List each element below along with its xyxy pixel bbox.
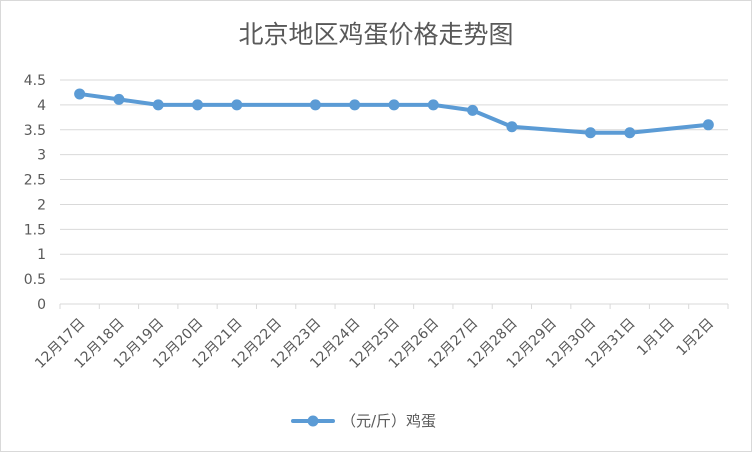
data-point (349, 99, 361, 111)
series-line (77, 91, 711, 135)
legend: （元/斤）鸡蛋 (291, 412, 436, 430)
y-tick-label: 4.5 (24, 73, 46, 89)
y-tick-label: 2 (37, 197, 46, 213)
data-point (152, 99, 164, 111)
legend-label: （元/斤）鸡蛋 (341, 412, 436, 430)
chart-title: 北京地区鸡蛋价格走势图 (238, 20, 513, 49)
y-tick-label: 2.5 (24, 173, 46, 189)
y-tick-label: 0.5 (24, 272, 46, 288)
y-tick-label: 1.5 (24, 222, 46, 238)
y-tick-label: 0 (37, 297, 46, 313)
data-point (584, 127, 596, 139)
data-point (388, 99, 400, 111)
data-point (192, 99, 204, 111)
data-point (467, 104, 479, 116)
y-axis-ticks: 0 0.5 1 1.5 2 2.5 3 3.5 4 4.5 (24, 73, 46, 313)
y-tick-label: 4 (37, 98, 46, 114)
data-point (702, 119, 714, 131)
legend-marker (307, 415, 319, 427)
data-point (506, 121, 518, 133)
data-point (427, 99, 439, 111)
data-point (74, 88, 86, 100)
y-tick-label: 1 (37, 247, 46, 263)
data-point (231, 99, 243, 111)
data-point (113, 93, 125, 105)
y-tick-label: 3 (37, 148, 46, 164)
series-group (74, 88, 714, 139)
y-tick-label: 3.5 (24, 123, 46, 139)
data-point (309, 99, 321, 111)
data-point (624, 127, 636, 139)
